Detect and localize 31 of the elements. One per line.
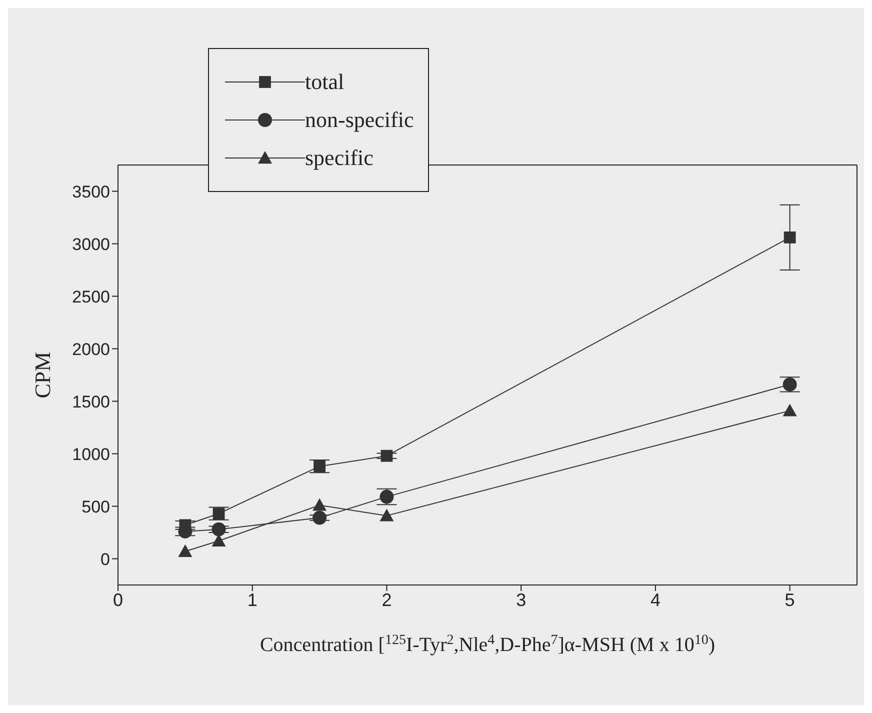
text: Concentration [$^{125}$I-Tyr$^{2}$,Nle$^{4}$,D-Phe$^{7}$]α-MSH (M x 10$^{10}$) xyxy=(260,632,716,656)
y-tick-label: 2500 xyxy=(72,287,110,306)
point xyxy=(782,404,797,416)
point xyxy=(178,544,192,557)
legend-label: non-specific xyxy=(305,107,414,133)
y-tick-label: 1500 xyxy=(72,392,110,412)
x-tick-label: 0 xyxy=(112,590,124,610)
point xyxy=(312,510,327,525)
x-tick-label: 3 xyxy=(516,590,526,610)
y-tick-label: 1000 xyxy=(72,444,110,464)
y-axis-title: CPM xyxy=(30,352,55,398)
legend-label: total xyxy=(305,69,344,95)
y-tick-label: 2000 xyxy=(72,340,110,359)
y-tick-label: 0 xyxy=(100,550,110,569)
point xyxy=(212,522,226,536)
y-tick-label: 500 xyxy=(82,497,110,516)
x-tick-label: 2 xyxy=(382,590,392,610)
point xyxy=(380,450,393,462)
point xyxy=(212,508,225,520)
y-tick-label: 3500 xyxy=(72,182,110,202)
point xyxy=(312,498,327,511)
point xyxy=(380,490,394,504)
point xyxy=(784,232,796,244)
x-tick-label: 5 xyxy=(784,590,795,610)
point xyxy=(782,377,797,392)
x-tick-label: 1 xyxy=(247,590,258,610)
x-tick-label: 4 xyxy=(650,590,660,610)
y-tick-label: 3000 xyxy=(72,234,110,254)
legend-label: specific xyxy=(305,145,374,171)
point xyxy=(314,460,326,472)
point xyxy=(380,508,394,522)
